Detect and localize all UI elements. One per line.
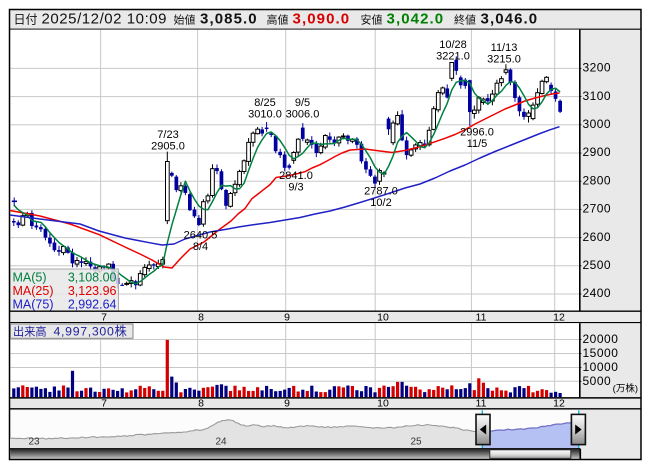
svg-text:2787.0: 2787.0 (364, 186, 398, 198)
svg-text:3000: 3000 (583, 117, 612, 131)
svg-text:9/3: 9/3 (288, 182, 303, 194)
svg-text:3,042.0: 3,042.0 (387, 10, 445, 27)
svg-text:25: 25 (410, 436, 422, 447)
svg-text:3010.0: 3010.0 (248, 109, 282, 121)
svg-text:3,090.0: 3,090.0 (293, 10, 351, 27)
svg-text:7/23: 7/23 (157, 129, 178, 141)
svg-text:10/28: 10/28 (439, 39, 467, 51)
svg-text:出来高: 出来高 (13, 324, 47, 338)
svg-text:10: 10 (377, 398, 389, 410)
svg-text:8/25: 8/25 (254, 97, 275, 109)
svg-text:3006.0: 3006.0 (286, 109, 320, 121)
svg-text:2600: 2600 (583, 230, 612, 244)
svg-text:8: 8 (198, 311, 204, 323)
svg-text:3215.0: 3215.0 (487, 54, 521, 66)
svg-text:24: 24 (215, 436, 227, 447)
svg-text:2640.5: 2640.5 (184, 229, 218, 241)
svg-text:日付: 日付 (14, 12, 38, 26)
svg-text:11/13: 11/13 (491, 42, 518, 54)
svg-text:MA(5): MA(5) (13, 270, 47, 284)
svg-text:5000: 5000 (583, 374, 612, 388)
svg-text:3221.0: 3221.0 (436, 51, 470, 63)
svg-text:8: 8 (198, 398, 204, 410)
svg-text:2500: 2500 (583, 258, 612, 272)
svg-text:安値: 安値 (361, 12, 383, 26)
svg-text:2900: 2900 (583, 145, 612, 159)
svg-text:2700: 2700 (583, 202, 612, 216)
svg-text:MA(75): MA(75) (13, 297, 54, 311)
svg-text:2800: 2800 (583, 173, 612, 187)
svg-text:2,992.64: 2,992.64 (68, 297, 117, 311)
svg-text:9/5: 9/5 (295, 97, 310, 109)
svg-text:10/2: 10/2 (370, 197, 391, 209)
svg-text:10000: 10000 (583, 360, 619, 374)
svg-text:11: 11 (476, 398, 487, 410)
svg-text:2025/12/02 10:09: 2025/12/02 10:09 (42, 10, 168, 27)
svg-text:11: 11 (476, 311, 487, 323)
svg-text:3,085.0: 3,085.0 (200, 10, 258, 27)
svg-text:3,123.96: 3,123.96 (68, 284, 117, 298)
svg-text:2841.0: 2841.0 (279, 170, 313, 182)
svg-text:4,997,300株: 4,997,300株 (54, 323, 128, 338)
svg-text:9: 9 (284, 398, 290, 410)
svg-text:2905.0: 2905.0 (151, 141, 185, 153)
svg-text:3,046.0: 3,046.0 (481, 10, 539, 27)
svg-text:3200: 3200 (583, 61, 612, 75)
svg-text:始値: 始値 (174, 12, 196, 26)
svg-text:9: 9 (284, 311, 290, 323)
svg-text:2400: 2400 (583, 286, 612, 300)
svg-text:23: 23 (28, 436, 40, 447)
svg-text:2996.0: 2996.0 (460, 127, 494, 139)
svg-text:12: 12 (553, 398, 565, 410)
svg-text:7: 7 (101, 398, 107, 410)
svg-text:3,108.00: 3,108.00 (68, 270, 117, 284)
svg-text:MA(25): MA(25) (13, 284, 54, 298)
svg-text:20000: 20000 (583, 332, 619, 346)
svg-text:10: 10 (377, 311, 389, 323)
svg-text:(万株): (万株) (613, 383, 638, 395)
svg-text:7: 7 (101, 311, 107, 323)
svg-text:高値: 高値 (267, 12, 289, 26)
svg-text:3100: 3100 (583, 89, 612, 103)
svg-text:11/5: 11/5 (467, 138, 488, 150)
svg-text:12: 12 (553, 311, 565, 323)
svg-text:15000: 15000 (583, 346, 619, 360)
svg-text:終値: 終値 (454, 12, 476, 26)
svg-text:8/4: 8/4 (193, 241, 208, 253)
